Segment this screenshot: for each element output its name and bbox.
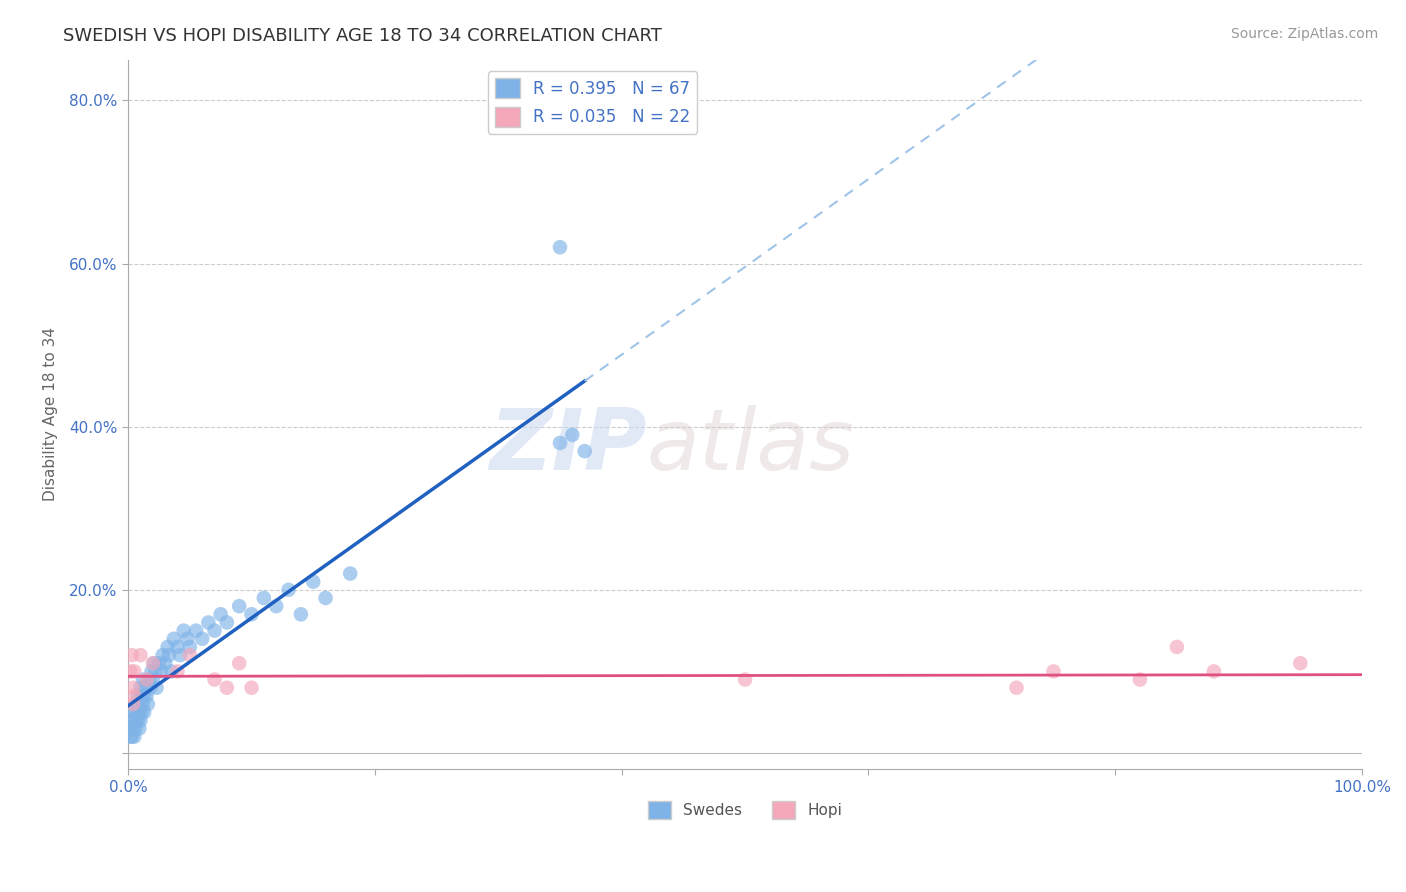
Point (129, 697, 152, 711)
Point (138, 673, 160, 687)
Point (1042, 665, 1064, 679)
Point (150, 665, 173, 679)
Point (548, 240, 571, 254)
Point (173, 624, 195, 638)
Point (122, 705, 145, 719)
Point (128, 722, 150, 736)
Point (166, 665, 188, 679)
Point (157, 648, 180, 662)
Point (240, 681, 263, 695)
Point (204, 673, 226, 687)
Point (574, 444, 596, 458)
Point (120, 665, 142, 679)
Point (129, 648, 152, 662)
Point (1166, 640, 1188, 654)
Point (127, 705, 149, 719)
Point (136, 697, 159, 711)
Point (127, 714, 149, 728)
Point (179, 648, 201, 662)
Point (134, 681, 156, 695)
Point (176, 632, 198, 646)
Point (122, 681, 145, 695)
Point (139, 681, 162, 695)
Point (561, 427, 583, 442)
Point (302, 574, 325, 589)
Point (124, 714, 146, 728)
Point (184, 624, 207, 638)
Point (166, 640, 188, 654)
Point (209, 607, 232, 622)
Point (163, 632, 186, 646)
Point (204, 624, 226, 638)
Point (142, 673, 165, 687)
Point (197, 615, 219, 630)
Point (215, 615, 238, 630)
Point (120, 730, 142, 744)
Legend: Swedes, Hopi: Swedes, Hopi (641, 795, 849, 825)
Point (143, 657, 166, 671)
Point (145, 681, 167, 695)
Point (160, 665, 183, 679)
Point (124, 730, 146, 744)
Point (121, 648, 143, 662)
Point (264, 599, 287, 614)
Text: ZIP: ZIP (489, 405, 647, 488)
Point (125, 714, 148, 728)
Point (124, 722, 146, 736)
Point (128, 705, 150, 719)
Point (142, 657, 165, 671)
Point (124, 705, 146, 719)
Point (1129, 673, 1152, 687)
Point (548, 436, 571, 450)
Point (156, 640, 179, 654)
Point (121, 714, 143, 728)
Point (132, 697, 155, 711)
Point (290, 607, 312, 622)
Point (131, 705, 153, 719)
Point (153, 657, 176, 671)
Point (122, 697, 145, 711)
Point (228, 657, 250, 671)
Point (124, 689, 146, 703)
Point (734, 673, 756, 687)
Point (129, 681, 152, 695)
Point (152, 648, 174, 662)
Point (132, 673, 155, 687)
Point (122, 722, 145, 736)
Text: SWEDISH VS HOPI DISABILITY AGE 18 TO 34 CORRELATION CHART: SWEDISH VS HOPI DISABILITY AGE 18 TO 34 … (63, 27, 662, 45)
Point (134, 705, 156, 719)
Point (179, 640, 201, 654)
Point (121, 730, 143, 744)
Point (129, 714, 152, 728)
Point (315, 591, 337, 605)
Point (240, 607, 263, 622)
Point (134, 689, 156, 703)
Point (143, 665, 166, 679)
Point (169, 648, 191, 662)
Point (253, 591, 276, 605)
Y-axis label: Disability Age 18 to 34: Disability Age 18 to 34 (44, 327, 58, 501)
Text: atlas: atlas (647, 405, 855, 488)
Point (135, 689, 157, 703)
Point (135, 673, 157, 687)
Point (215, 681, 238, 695)
Point (339, 566, 361, 581)
Point (131, 689, 153, 703)
Text: Source: ZipAtlas.com: Source: ZipAtlas.com (1230, 27, 1378, 41)
Point (141, 665, 163, 679)
Point (127, 689, 149, 703)
Point (1005, 681, 1028, 695)
Point (125, 697, 148, 711)
Point (120, 722, 142, 736)
Point (191, 632, 214, 646)
Point (228, 599, 250, 614)
Point (148, 657, 170, 671)
Point (1202, 665, 1225, 679)
Point (1289, 657, 1312, 671)
Point (277, 582, 299, 597)
Point (124, 665, 146, 679)
